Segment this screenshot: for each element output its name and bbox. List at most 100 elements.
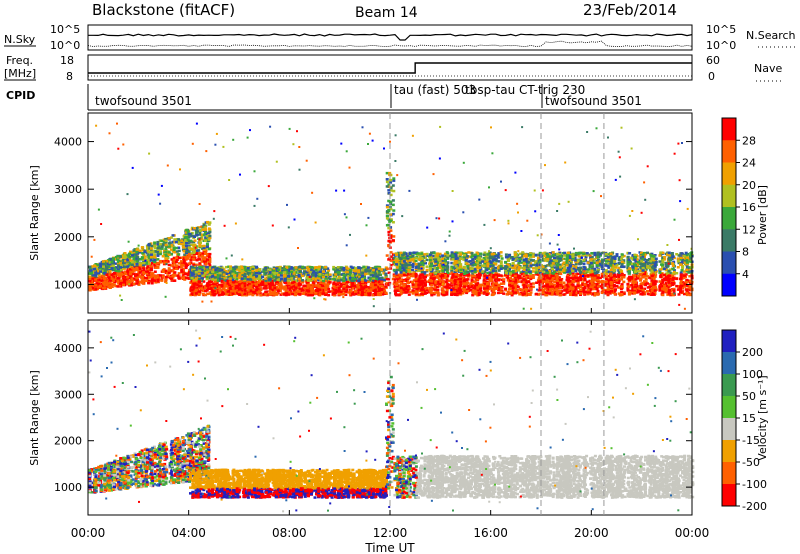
power-echo-cell — [255, 271, 258, 275]
power-echo-cell — [143, 250, 147, 254]
power-echo-cell — [237, 275, 241, 278]
power-echo-cell — [102, 283, 106, 286]
power-echo-cell — [112, 268, 115, 272]
power-echo-cell — [249, 292, 253, 295]
power-echo-cell — [194, 228, 198, 231]
power-echo-cell — [377, 289, 381, 292]
power-echo-cell — [360, 290, 364, 293]
power-echo-cell — [255, 283, 258, 286]
power-echo-cell — [231, 278, 235, 282]
power-echo-cell — [298, 280, 302, 283]
power-echo-cell — [261, 275, 265, 279]
power-echo-cell — [167, 237, 171, 240]
power-echo-cell — [147, 275, 151, 279]
power-echo-cell — [169, 264, 173, 267]
power-echo-cell — [110, 285, 114, 288]
power-echo-cell — [135, 248, 139, 251]
power-echo-cell — [117, 264, 121, 268]
power-echo-cell — [198, 280, 202, 284]
power-echo-cell — [188, 269, 191, 272]
power-echo-cell — [135, 273, 139, 277]
power-echo-cell — [174, 260, 178, 264]
power-echo-cell — [292, 280, 296, 284]
power-echo-cell — [110, 267, 114, 270]
power-echo-cell — [167, 271, 171, 275]
power-echo-cell — [222, 287, 226, 291]
power-echo-cell — [366, 289, 370, 293]
power-echo-cell — [90, 279, 94, 283]
power-echo-cell — [193, 227, 196, 230]
power-echo-cell — [156, 242, 160, 246]
power-echo-cell — [194, 251, 198, 254]
power-echo-cell — [197, 293, 201, 296]
power-echo-cell — [311, 290, 315, 293]
power-echo-cell — [204, 230, 207, 234]
power-echo-cell — [193, 239, 197, 242]
power-echo-cell — [391, 203, 395, 207]
power-echo-cell — [351, 274, 355, 277]
power-echo-cell — [203, 275, 207, 278]
power-echo-cell — [228, 277, 232, 280]
power-echo-cell — [360, 287, 364, 291]
power-echo-cell — [126, 265, 130, 268]
power-echo-cell — [145, 279, 148, 283]
power-echo-cell — [98, 276, 102, 279]
power-echo-cell — [182, 272, 186, 275]
power-echo-cell — [283, 288, 287, 291]
power-echo-cell — [106, 262, 110, 266]
power-echo-cell — [167, 245, 171, 248]
power-echo-cell — [147, 279, 151, 283]
power-echo-cell — [311, 273, 315, 276]
power-echo-cell — [301, 279, 305, 282]
power-echo-cell — [138, 262, 142, 265]
power-echo-cell — [258, 272, 262, 275]
power-echo-cell — [385, 205, 389, 209]
power-echo-cell — [385, 224, 389, 227]
power-echo-cell — [146, 248, 150, 251]
power-echo-cell — [151, 259, 155, 262]
power-echo-cell — [117, 268, 121, 271]
power-echo-cell — [108, 286, 112, 289]
power-echo-cell — [208, 234, 212, 238]
power-echo-cell — [195, 226, 199, 230]
cpid-segment-2: tau (fast) 503 — [394, 83, 476, 97]
power-echo-cell — [190, 285, 194, 289]
power-echo-cell — [202, 244, 206, 248]
power-echo-cell — [154, 250, 158, 253]
power-echo-cell — [149, 259, 153, 262]
power-echo-cell — [114, 269, 118, 272]
power-echo-cell — [88, 272, 92, 275]
power-echo-cell — [98, 278, 102, 282]
power-echo-cell — [149, 275, 153, 279]
beam-label: Beam 14 — [355, 5, 418, 21]
freq-tick-bottom: 8 — [66, 70, 73, 83]
power-echo-cell — [156, 254, 160, 257]
power-echo-cell — [174, 264, 178, 267]
cpid-segment-1: twofsound 3501 — [95, 94, 192, 108]
power-echo-cell — [204, 228, 207, 231]
nave-label: Nave — [754, 62, 782, 75]
power-echo-cell — [189, 243, 193, 247]
power-echo-cell — [102, 286, 105, 290]
power-echo-cell — [88, 277, 92, 281]
power-echo-cell — [351, 266, 355, 269]
noise-left-label: N.Sky — [4, 33, 36, 46]
power-echo-cell — [177, 262, 181, 265]
power-echo-cell — [342, 266, 346, 270]
power-echo-cell — [90, 271, 94, 274]
power-echo-cell — [92, 288, 96, 291]
power-echo-cell — [258, 290, 262, 293]
power-echo-cell — [121, 273, 125, 276]
power-echo-cell — [209, 287, 213, 290]
power-echo-cell — [102, 262, 105, 266]
power-echo-cell — [385, 180, 389, 184]
power-echo-cell — [122, 283, 125, 287]
power-echo-cell — [187, 246, 191, 249]
power-echo-cell — [218, 267, 222, 271]
power-echo-cell — [351, 283, 355, 286]
power-echo-cell — [158, 247, 162, 250]
power-echo-cell — [205, 275, 209, 279]
power-echo-cell — [108, 267, 112, 270]
power-echo-cell — [177, 238, 181, 241]
power-echo-cell — [328, 290, 332, 293]
